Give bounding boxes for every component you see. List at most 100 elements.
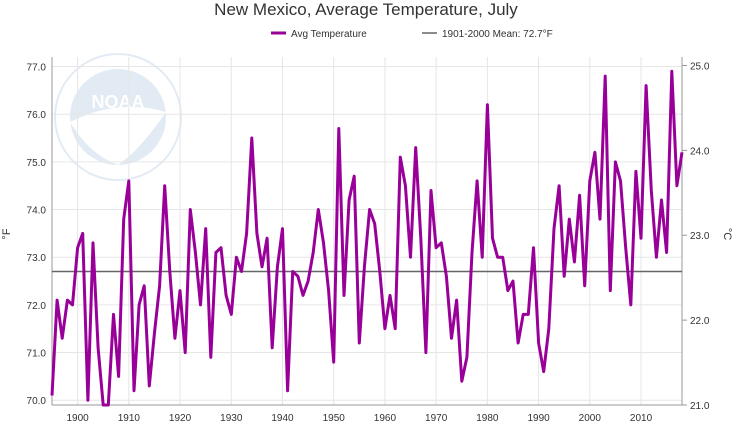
data-point[interactable] [675, 184, 678, 187]
data-point[interactable] [542, 370, 545, 373]
data-point[interactable] [240, 270, 243, 273]
data-point[interactable] [61, 337, 64, 340]
data-point[interactable] [173, 337, 176, 340]
data-point[interactable] [71, 303, 74, 306]
data-point[interactable] [604, 75, 607, 78]
data-point[interactable] [199, 303, 202, 306]
data-point[interactable] [158, 284, 161, 287]
data-point[interactable] [102, 404, 105, 407]
data-point[interactable] [681, 151, 684, 154]
data-point[interactable] [91, 241, 94, 244]
data-point[interactable] [593, 151, 596, 154]
data-point[interactable] [56, 299, 59, 302]
data-point[interactable] [230, 313, 233, 316]
data-point[interactable] [184, 351, 187, 354]
data-point[interactable] [204, 227, 207, 230]
data-point[interactable] [558, 184, 561, 187]
data-point[interactable] [394, 327, 397, 330]
data-point[interactable] [235, 256, 238, 259]
data-point[interactable] [506, 289, 509, 292]
data-point[interactable] [650, 189, 653, 192]
data-point[interactable] [76, 246, 79, 249]
data-point[interactable] [266, 237, 269, 240]
data-point[interactable] [250, 137, 253, 140]
data-point[interactable] [501, 256, 504, 259]
data-point[interactable] [209, 356, 212, 359]
legend-item-avg-temperature[interactable]: Avg Temperature [271, 29, 367, 40]
data-point[interactable] [522, 313, 525, 316]
data-point[interactable] [153, 332, 156, 335]
data-point[interactable] [225, 294, 228, 297]
data-point[interactable] [368, 208, 371, 211]
data-point[interactable] [455, 299, 458, 302]
data-point[interactable] [132, 389, 135, 392]
data-point[interactable] [419, 237, 422, 240]
data-point[interactable] [51, 394, 54, 397]
legend-item-mean[interactable]: 1901-2000 Mean: 72.7°F [422, 29, 553, 40]
data-point[interactable] [629, 303, 632, 306]
data-point[interactable] [271, 346, 274, 349]
data-point[interactable] [148, 384, 151, 387]
data-point[interactable] [640, 237, 643, 240]
data-point[interactable] [511, 280, 514, 283]
data-point[interactable] [81, 232, 84, 235]
data-point[interactable] [573, 260, 576, 263]
data-point[interactable] [332, 361, 335, 364]
data-point[interactable] [127, 179, 130, 182]
data-point[interactable] [307, 280, 310, 283]
data-point[interactable] [496, 256, 499, 259]
data-point[interactable] [665, 251, 668, 254]
data-point[interactable] [389, 294, 392, 297]
data-point[interactable] [614, 160, 617, 163]
data-point[interactable] [301, 294, 304, 297]
data-point[interactable] [327, 289, 330, 292]
data-point[interactable] [645, 84, 648, 87]
data-point[interactable] [97, 346, 100, 349]
data-point[interactable] [214, 251, 217, 254]
data-point[interactable] [660, 199, 663, 202]
data-point[interactable] [624, 246, 627, 249]
data-point[interactable] [143, 284, 146, 287]
data-point[interactable] [348, 199, 351, 202]
data-point[interactable] [66, 299, 69, 302]
data-point[interactable] [465, 356, 468, 359]
data-point[interactable] [424, 351, 427, 354]
data-point[interactable] [86, 399, 89, 402]
data-point[interactable] [220, 246, 223, 249]
data-point[interactable] [609, 289, 612, 292]
data-point[interactable] [517, 342, 520, 345]
data-point[interactable] [619, 179, 622, 182]
data-point[interactable] [491, 237, 494, 240]
data-point[interactable] [486, 103, 489, 106]
data-point[interactable] [547, 327, 550, 330]
data-point[interactable] [261, 265, 264, 268]
data-point[interactable] [450, 337, 453, 340]
data-point[interactable] [440, 241, 443, 244]
data-point[interactable] [138, 303, 141, 306]
data-point[interactable] [358, 342, 361, 345]
data-point[interactable] [281, 227, 284, 230]
data-point[interactable] [286, 389, 289, 392]
data-point[interactable] [194, 251, 197, 254]
data-point[interactable] [179, 289, 182, 292]
data-point[interactable] [527, 313, 530, 316]
data-point[interactable] [670, 70, 673, 73]
data-point[interactable] [460, 380, 463, 383]
data-point[interactable] [435, 246, 438, 249]
data-point[interactable] [568, 218, 571, 221]
data-point[interactable] [399, 156, 402, 159]
data-point[interactable] [163, 184, 166, 187]
data-point[interactable] [189, 208, 192, 211]
data-point[interactable] [255, 232, 258, 235]
data-point[interactable] [168, 270, 171, 273]
data-point[interactable] [634, 170, 637, 173]
data-point[interactable] [445, 275, 448, 278]
data-point[interactable] [322, 241, 325, 244]
data-point[interactable] [112, 313, 115, 316]
data-point[interactable] [337, 127, 340, 130]
data-point[interactable] [276, 265, 279, 268]
data-point[interactable] [532, 246, 535, 249]
data-point[interactable] [471, 251, 474, 254]
data-point[interactable] [245, 232, 248, 235]
data-point[interactable] [122, 218, 125, 221]
